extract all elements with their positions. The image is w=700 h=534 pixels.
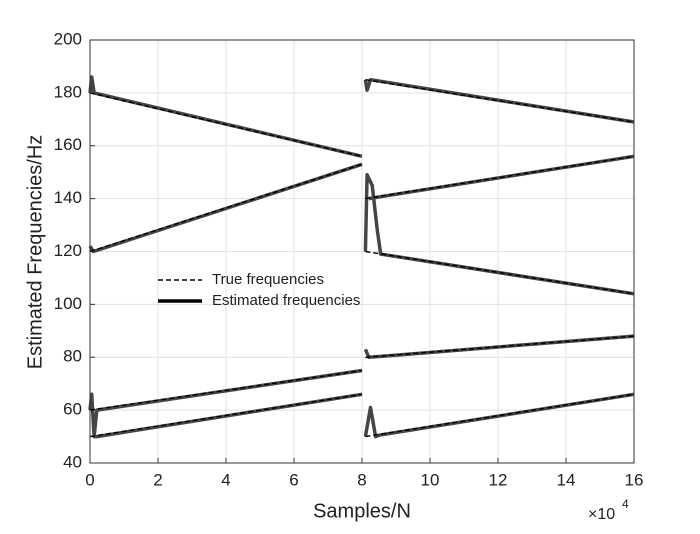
y-tick-label: 100 [54,294,82,313]
y-axis-label: Estimated Frequencies/Hz [24,135,46,370]
x-tick-label: 10 [421,470,440,489]
y-tick-label: 200 [54,29,82,48]
x-tick-label: 12 [489,470,508,489]
x-multiplier-exponent: 4 [622,497,629,511]
x-axis-label: Samples/N [313,500,411,522]
y-tick-label: 140 [54,188,82,207]
y-tick-label: 160 [54,135,82,154]
x-tick-label: 4 [221,470,230,489]
y-tick-label: 80 [63,347,82,366]
y-tick-label: 40 [63,452,82,471]
y-tick-label: 120 [54,241,82,260]
legend-label: True frequencies [212,271,324,288]
x-tick-label: 16 [625,470,644,489]
y-tick-label: 180 [54,82,82,101]
x-multiplier: ×10 [588,506,615,523]
x-tick-label: 0 [85,470,94,489]
legend-label: Estimated frequencies [212,292,360,309]
x-tick-label: 14 [557,470,576,489]
x-tick-label: 2 [153,470,162,489]
plot-frame [89,39,635,464]
series-line [89,79,635,438]
y-tick-label: 60 [63,400,82,419]
x-tick-label: 8 [357,470,366,489]
x-tick-label: 6 [289,470,298,489]
